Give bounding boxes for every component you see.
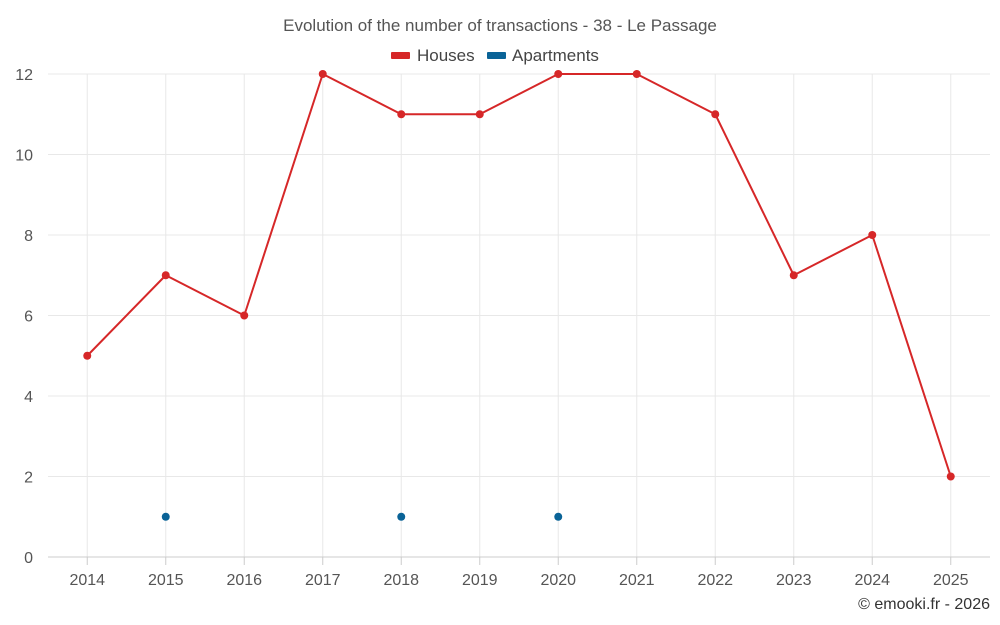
- x-tick-label: 2015: [148, 572, 184, 589]
- x-tick-label: 2016: [226, 572, 262, 589]
- data-point-houses-2021[interactable]: [632, 70, 641, 78]
- x-tick-label: 2025: [933, 572, 969, 589]
- data-point-houses-2024[interactable]: [868, 231, 877, 239]
- chart-title: Evolution of the number of transactions …: [283, 16, 717, 35]
- legend: Houses Apartments: [391, 46, 599, 65]
- data-point-houses-2014[interactable]: [83, 351, 92, 360]
- y-tick-label: 12: [15, 67, 33, 84]
- data-point-houses-2016[interactable]: [240, 311, 249, 320]
- x-tick-label: 2019: [462, 572, 498, 589]
- data-point-houses-2017[interactable]: [318, 70, 327, 78]
- data-point-houses-2015[interactable]: [161, 271, 170, 280]
- data-point-houses-2019[interactable]: [475, 110, 484, 119]
- data-point-houses-2025[interactable]: [946, 472, 955, 481]
- series-line-houses: [86, 73, 952, 477]
- y-tick-label: 10: [15, 148, 33, 165]
- data-point-apartments-2015[interactable]: [161, 512, 170, 521]
- series-houses: [83, 70, 955, 481]
- y-tick-label: 8: [24, 228, 33, 245]
- x-tick-label: 2022: [697, 572, 733, 589]
- x-tick-label: 2020: [540, 572, 576, 589]
- x-tick-label: 2023: [776, 572, 812, 589]
- data-point-houses-2023[interactable]: [789, 271, 798, 280]
- x-tick-label: 2014: [69, 572, 105, 589]
- legend-swatch-houses[interactable]: [391, 52, 410, 59]
- legend-label-houses[interactable]: Houses: [417, 46, 475, 65]
- x-tick-label: 2024: [854, 572, 890, 589]
- credit-text: © emooki.fr - 2026: [858, 596, 990, 613]
- data-point-houses-2018[interactable]: [397, 110, 406, 119]
- y-tick-label: 4: [24, 389, 33, 406]
- legend-swatch-apartments[interactable]: [487, 52, 506, 59]
- y-tick-label: 2: [24, 470, 33, 487]
- data-point-houses-2022[interactable]: [711, 110, 720, 119]
- y-tick-label: 0: [24, 550, 33, 567]
- x-tick-label: 2018: [383, 572, 419, 589]
- data-point-apartments-2018[interactable]: [397, 512, 406, 521]
- data-point-houses-2020[interactable]: [554, 70, 563, 78]
- series-apartments: [161, 512, 563, 521]
- x-tick-label: 2017: [305, 572, 341, 589]
- x-tick-label: 2021: [619, 572, 655, 589]
- series-layer: [83, 70, 955, 521]
- y-tick-label: 6: [24, 309, 33, 326]
- grid: [48, 73, 990, 557]
- x-axis: 2014 2015 2016 2017 2018 2019 2020 2021 2022 2023…: [48, 556, 990, 589]
- legend-label-apartments[interactable]: Apartments: [512, 46, 599, 65]
- y-axis: 0 2 4 6 8 10 12: [15, 67, 33, 567]
- data-point-apartments-2020[interactable]: [554, 512, 563, 521]
